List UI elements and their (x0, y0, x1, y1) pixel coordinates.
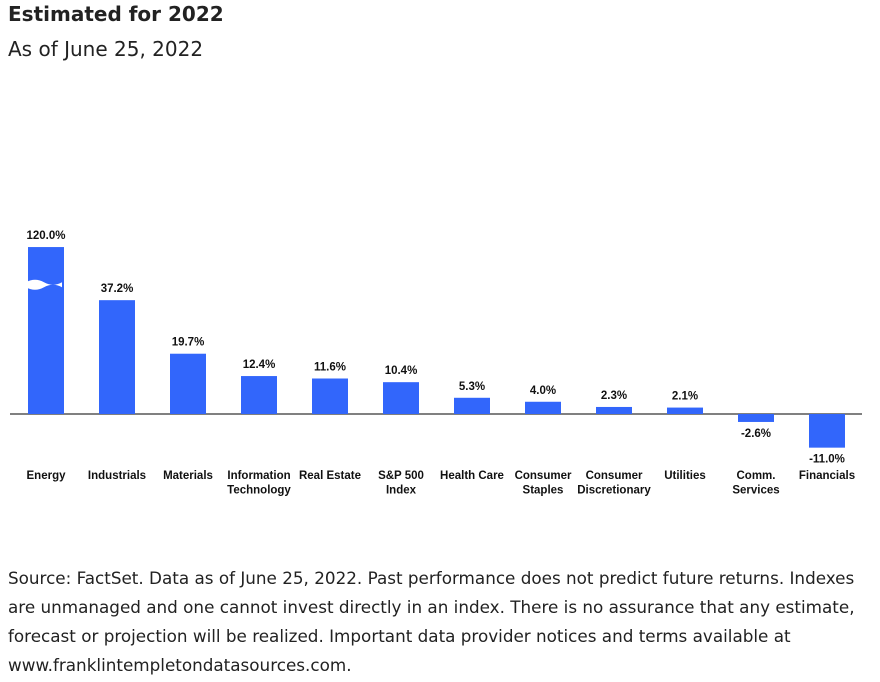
x-tick-label: Materials (163, 470, 213, 482)
x-tick-label: Index (386, 485, 417, 497)
value-label: -2.6% (741, 428, 771, 440)
x-tick-label: Information (227, 470, 290, 482)
chart-subtitle: As of June 25, 2022 (8, 37, 204, 61)
bar (738, 414, 774, 422)
bar (170, 353, 206, 414)
value-label: 2.1% (672, 391, 698, 403)
value-label: 120.0% (26, 230, 65, 242)
source-note: Source: FactSet. Data as of June 25, 202… (8, 568, 855, 675)
value-label: 5.3% (459, 381, 485, 393)
bar (383, 382, 419, 414)
x-tick-label: Staples (523, 485, 564, 497)
x-tick-label: Consumer (586, 470, 643, 482)
bar (525, 401, 561, 414)
value-label: 11.6% (314, 362, 346, 374)
chart: 120.0% Energy 37.2% Industrials 19.7% Materia… (10, 230, 862, 497)
x-tick-label: Industrials (88, 470, 146, 482)
bar (667, 407, 703, 414)
x-tick-label: Services (732, 485, 779, 497)
x-tick-label: Financials (799, 470, 855, 482)
value-label: 19.7% (172, 337, 205, 349)
bar (454, 397, 490, 414)
x-tick-label: Health Care (440, 470, 504, 482)
bar (809, 414, 845, 448)
bar (596, 406, 632, 414)
value-label: 37.2% (101, 283, 134, 295)
bar (99, 300, 135, 414)
value-label: -11.0% (809, 454, 845, 466)
value-label: 12.4% (243, 359, 276, 371)
bar (312, 378, 348, 414)
value-label: 10.4% (385, 365, 418, 377)
axis-break (26, 279, 62, 290)
bar (28, 247, 64, 414)
x-tick-label: S&P 500 (378, 470, 424, 482)
value-label: 4.0% (530, 385, 556, 397)
x-tick-label: Energy (27, 470, 67, 482)
x-tick-label: Technology (227, 485, 291, 497)
x-tick-label: Comm. (737, 470, 776, 482)
x-tick-label: Discretionary (577, 485, 651, 497)
bar (241, 376, 277, 414)
x-tick-label: Consumer (515, 470, 572, 482)
value-label: 2.3% (601, 390, 627, 402)
chart-title: Estimated for 2022 (8, 2, 224, 26)
x-tick-label: Utilities (664, 470, 706, 482)
x-tick-label: Real Estate (299, 470, 361, 482)
